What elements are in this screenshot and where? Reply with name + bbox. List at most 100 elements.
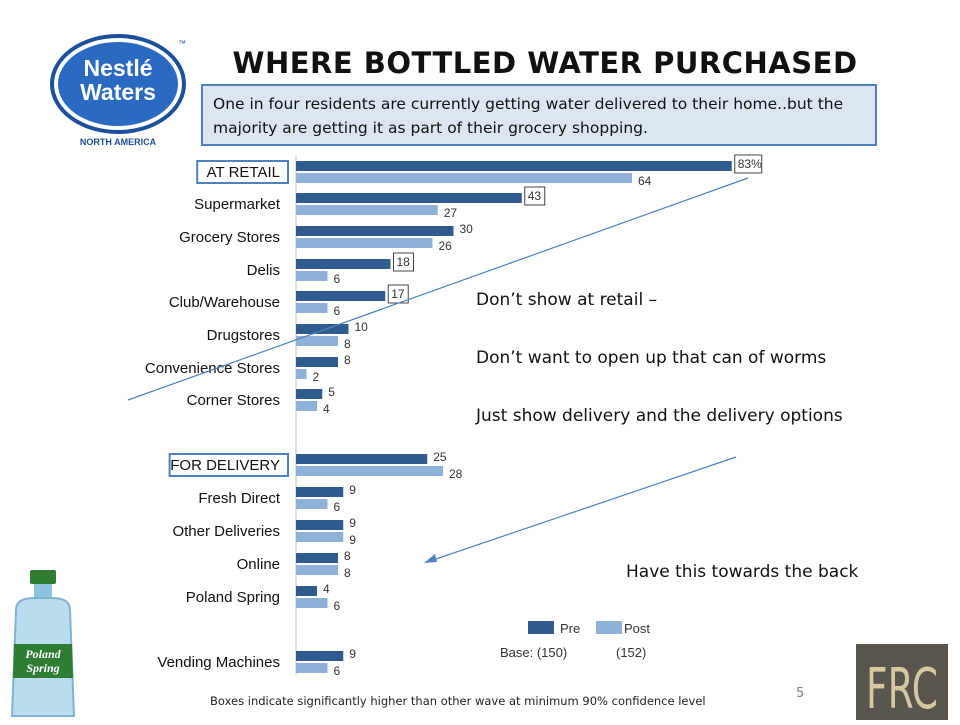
legend-label-post: Post: [624, 621, 650, 636]
legend-swatch-post: [596, 621, 622, 634]
value-label-pre: 18: [397, 255, 411, 269]
bar-post: [296, 271, 328, 281]
bar-pre: [296, 291, 386, 301]
legend-base-post: (152): [616, 645, 646, 660]
value-label-post: 27: [444, 206, 458, 220]
value-label-pre: 5: [328, 385, 335, 399]
callout-box: One in four residents are currently gett…: [201, 84, 877, 146]
bar-post: [296, 369, 307, 379]
bar-post: [296, 336, 338, 346]
bottle-label-2: Spring: [26, 661, 59, 675]
value-label-pre: 9: [349, 516, 356, 530]
value-label-pre: 30: [460, 222, 474, 236]
pointer-arrow-line: [429, 456, 737, 562]
chart-legend: Pre Post Base: (150) (152): [500, 621, 650, 660]
category-label: Other Deliveries: [172, 523, 280, 540]
value-label-pre: 4: [323, 582, 330, 596]
category-label: Grocery Stores: [179, 229, 280, 246]
category-label: Supermarket: [194, 196, 281, 213]
value-label-post: 9: [349, 533, 356, 547]
logo-line-2: Waters: [80, 79, 156, 105]
bar-pre: [296, 259, 391, 269]
legend-label-pre: Pre: [560, 621, 580, 636]
category-label: FOR DELIVERY: [170, 457, 280, 474]
bar-pre: [296, 226, 454, 236]
bar-post: [296, 173, 632, 183]
bar-post: [296, 238, 433, 248]
chart-bars: [295, 155, 732, 675]
value-label-post: 6: [334, 272, 341, 286]
note-line-2: Don’t want to open up that can of worms: [476, 348, 827, 368]
bar-pre: [296, 357, 338, 367]
value-label-post: 6: [334, 599, 341, 613]
value-label-post: 8: [344, 566, 351, 580]
bar-pre: [296, 586, 317, 596]
value-label-post: 6: [334, 664, 341, 678]
bar-post: [296, 499, 328, 509]
logo-tm: ™: [178, 39, 186, 48]
value-label-pre: 17: [391, 287, 405, 301]
bar-pre: [296, 389, 323, 399]
bottle-label-1: Poland: [25, 647, 61, 661]
category-label: AT RETAIL: [207, 164, 280, 181]
bar-pre: [296, 487, 344, 497]
value-label-pre: 43: [528, 189, 542, 203]
legend-swatch-pre: [528, 621, 554, 634]
bar-post: [296, 565, 338, 575]
bar-post: [296, 466, 443, 476]
note-line-3: Just show delivery and the delivery opti…: [476, 406, 843, 426]
bar-pre: [296, 520, 344, 530]
note-line-1: Don’t show at retail –: [476, 290, 658, 310]
page-title: WHERE BOTTLED WATER PURCHASED: [232, 46, 858, 80]
category-label: Fresh Direct: [198, 490, 281, 507]
significance-box: [393, 252, 414, 272]
category-box: [196, 160, 289, 184]
category-label: Drugstores: [207, 327, 280, 344]
value-label-pre: 25: [433, 450, 447, 464]
page-number: 5: [796, 686, 805, 701]
value-label-post: 26: [439, 239, 453, 253]
bar-pre: [296, 324, 349, 334]
category-label: Corner Stores: [187, 392, 280, 409]
value-label-post: 8: [344, 337, 351, 351]
significance-box: [524, 186, 546, 206]
value-label-pre: 8: [344, 549, 351, 563]
nestle-waters-logo: Nestlé Waters ™ NORTH AMERICA: [38, 32, 200, 150]
logo-line-1: Nestlé: [83, 55, 152, 81]
value-label-pre: 83%: [738, 157, 762, 171]
chart-category-labels: AT RETAIL Supermarket Grocery Stores Delis C…: [145, 160, 290, 671]
bar-pre: [296, 651, 344, 661]
category-label: Vending Machines: [157, 654, 280, 671]
note-line-4: Have this towards the back: [626, 562, 859, 582]
category-label: Delis: [247, 262, 280, 279]
category-label: Poland Spring: [186, 589, 280, 606]
category-label: Online: [237, 556, 280, 573]
bar-pre: [296, 161, 732, 171]
value-label-post: 6: [334, 304, 341, 318]
bar-post: [296, 401, 317, 411]
category-label: Convenience Stores: [145, 360, 280, 377]
value-label-post: 6: [334, 500, 341, 514]
bar-post: [296, 532, 344, 542]
bar-post: [296, 303, 328, 313]
bar-post: [296, 663, 328, 673]
bar-pre: [296, 454, 428, 464]
value-label-post: 28: [449, 467, 463, 481]
value-label-pre: 8: [344, 353, 351, 367]
value-label-post: 64: [638, 174, 652, 188]
bar-pre: [296, 193, 522, 203]
value-label-post: 2: [313, 370, 320, 384]
frc-text: FRC: [866, 657, 938, 720]
retail-strike-line: [127, 177, 749, 401]
legend-base-pre: Base: (150): [500, 645, 567, 660]
value-label-pre: 10: [355, 320, 369, 334]
frc-brand-mark: FRC: [856, 644, 948, 722]
bar-post: [296, 598, 328, 608]
significance-box: [734, 154, 763, 174]
category-box: [168, 453, 290, 477]
value-label-pre: 9: [349, 647, 356, 661]
water-bottle-image: Poland Spring: [0, 566, 88, 720]
footnote: Boxes indicate significantly higher than…: [210, 694, 706, 708]
bar-post: [296, 205, 438, 215]
